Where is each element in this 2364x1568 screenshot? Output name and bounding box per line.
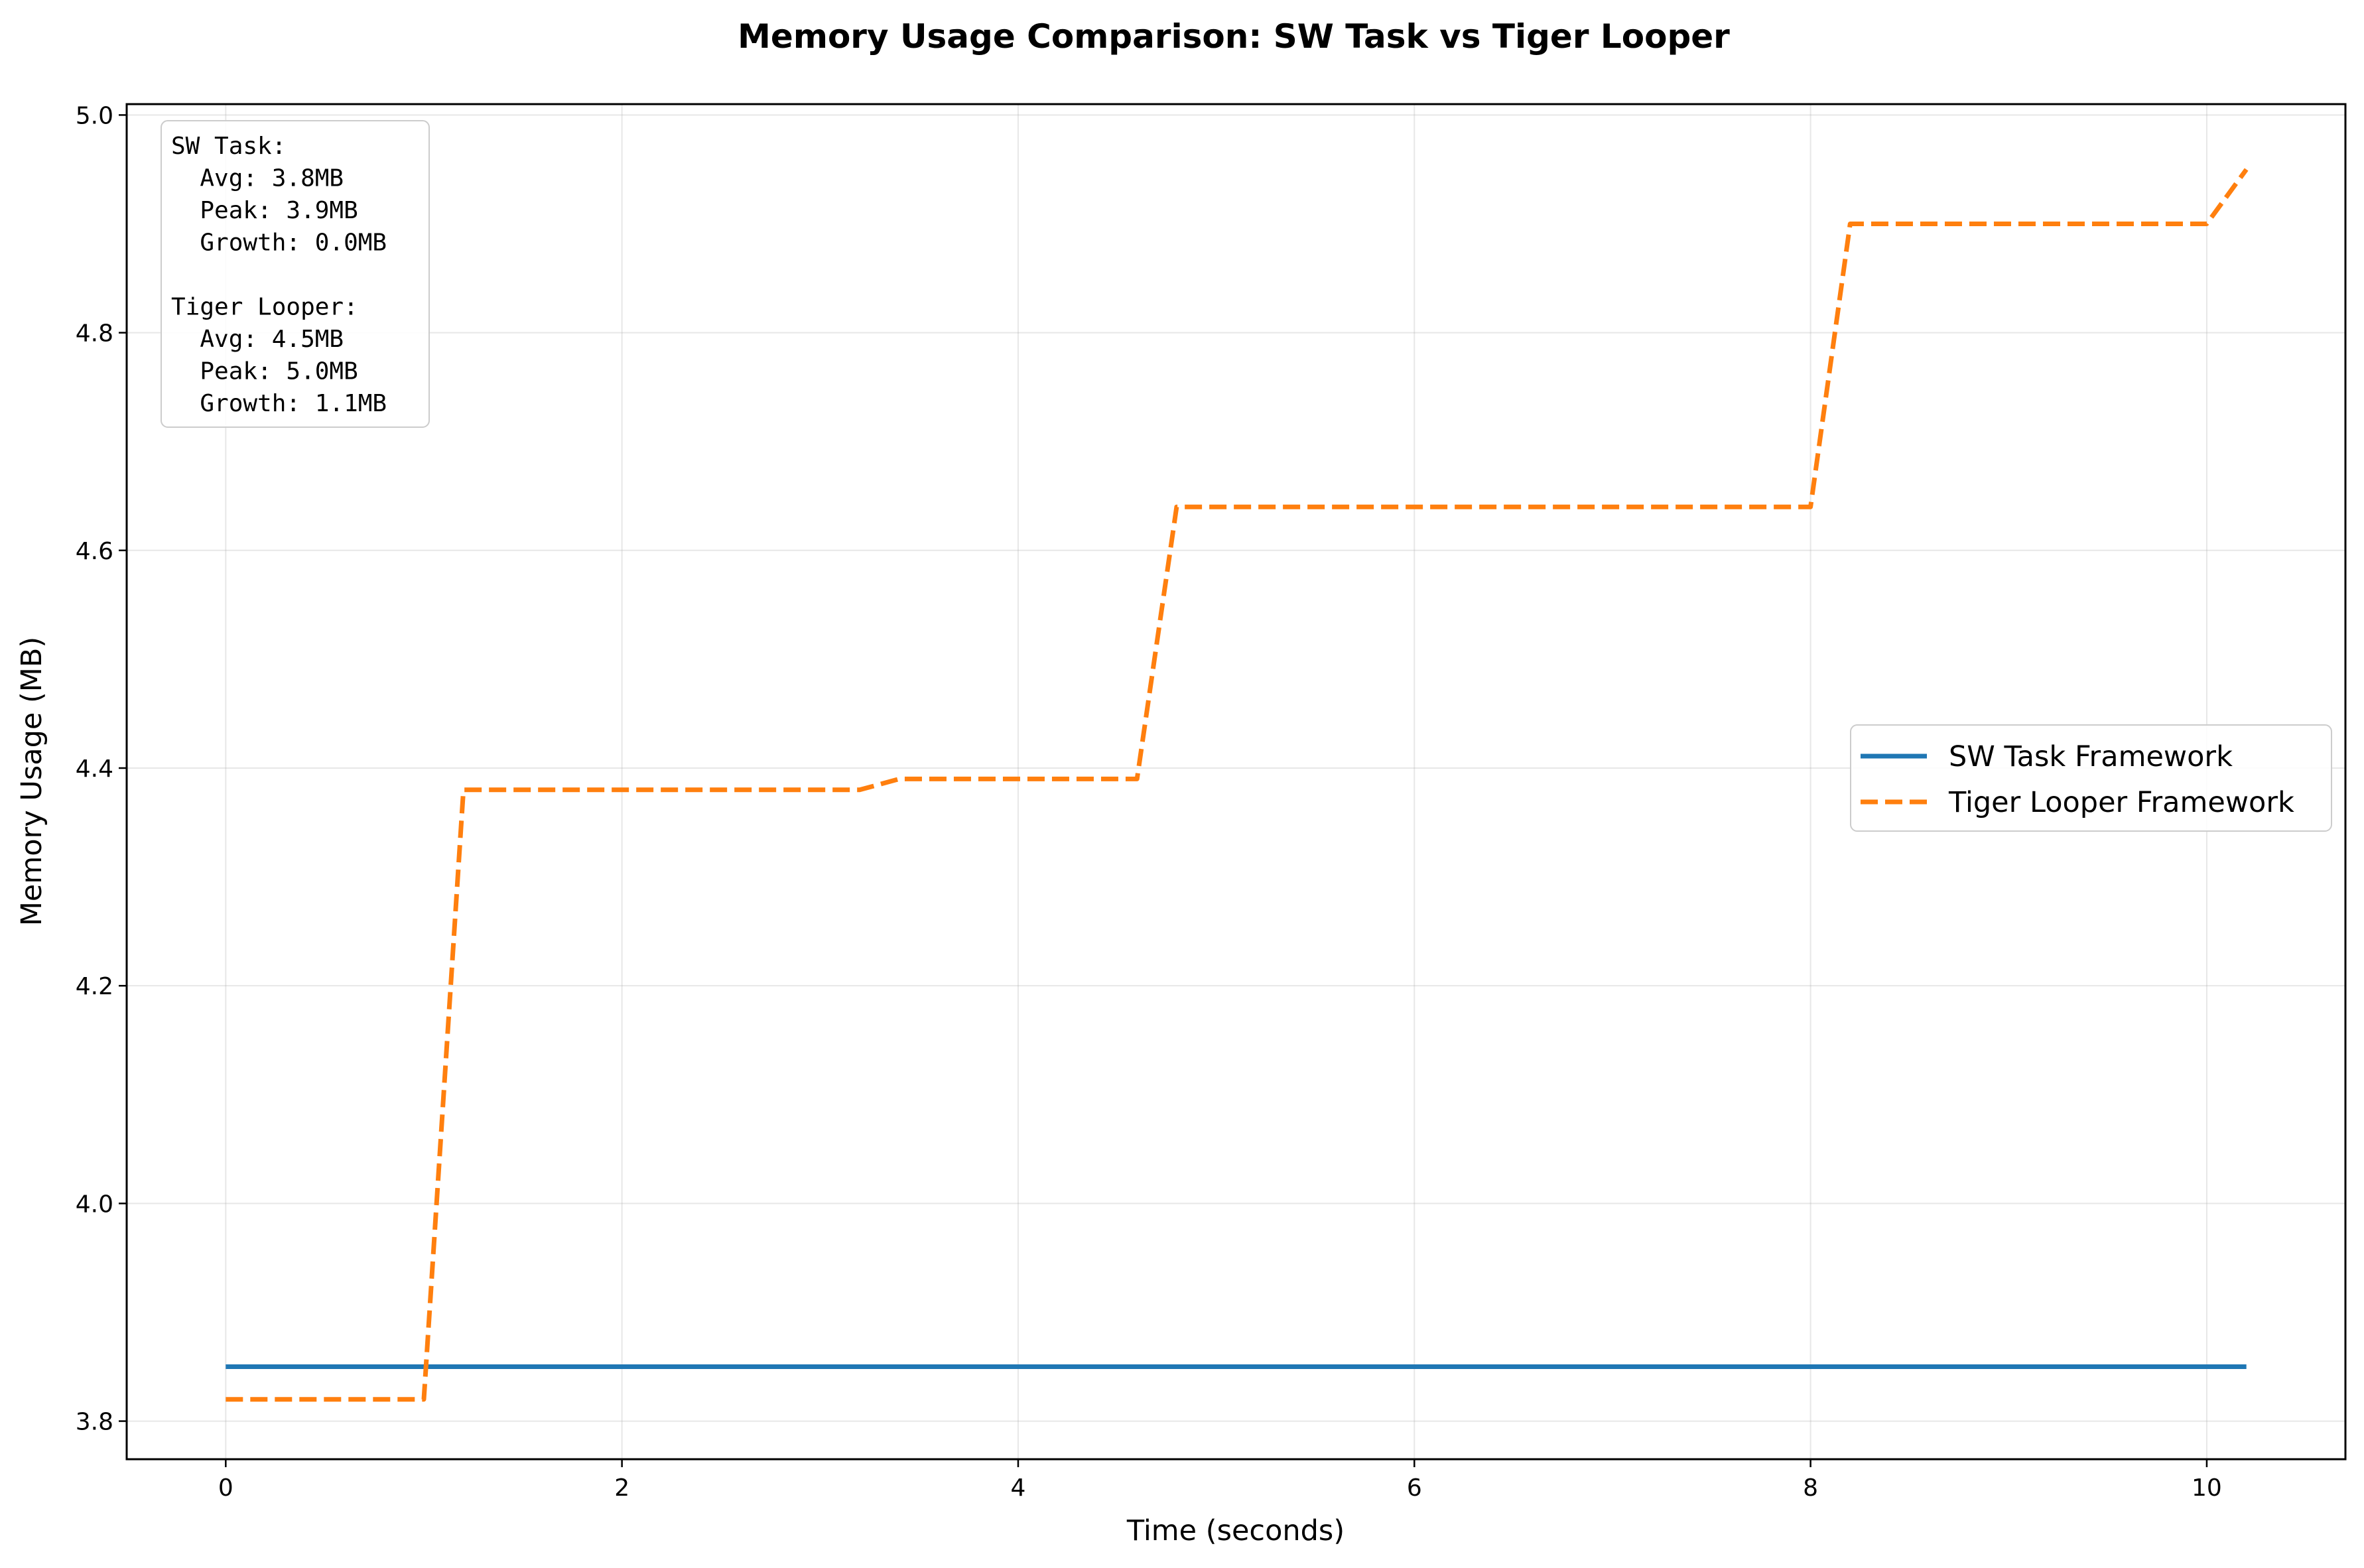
stats-box-frame [161, 120, 430, 428]
y-tick-label: 4.8 [76, 320, 113, 348]
y-tick-label: 4.4 [76, 755, 113, 783]
stats-line: Growth: 1.1MB [171, 390, 387, 417]
legend: SW Task Framework Tiger Looper Framework [1850, 724, 2332, 832]
legend-label: SW Task Framework [1949, 740, 2233, 773]
x-axis-label: Time (seconds) [1126, 1514, 1345, 1547]
x-tick-label: 2 [614, 1474, 629, 1502]
y-tick-label: 5.0 [76, 102, 113, 129]
y-tick-label: 4.6 [76, 538, 113, 565]
y-tick-label: 4.2 [76, 973, 113, 1000]
stats-line: Tiger Looper: [171, 294, 358, 321]
stats-line: Avg: 3.8MB [171, 165, 344, 192]
stats-line: Growth: 0.0MB [171, 229, 387, 257]
stats-line: Peak: 3.9MB [171, 197, 358, 224]
x-tick-label: 0 [218, 1474, 233, 1502]
x-tick-label: 10 [2192, 1474, 2222, 1502]
axis-ticks: 0 2 4 6 8 10 3.8 4.0 4.2 4.4 4.6 4.8 5.0 [76, 102, 2222, 1502]
legend-label: Tiger Looper Framework [1948, 786, 2294, 819]
chart-title: Memory Usage Comparison: SW Task vs Tige… [738, 17, 1730, 56]
stats-line: Avg: 4.5MB [171, 326, 344, 353]
x-tick-label: 8 [1803, 1474, 1818, 1502]
stats-line: Peak: 5.0MB [171, 358, 358, 385]
legend-frame [1850, 724, 2332, 832]
stats-line: SW Task: [171, 133, 286, 160]
y-tick-label: 4.0 [76, 1191, 113, 1218]
series-lines [226, 168, 2249, 1402]
stats-box: SW Task: Avg: 3.8MB Peak: 3.9MB Growth: … [161, 120, 430, 428]
series-line-tiger-looper [226, 168, 2249, 1402]
plot-area-frame [125, 103, 2347, 1461]
y-tick-label: 3.8 [76, 1409, 113, 1436]
x-tick-label: 6 [1407, 1474, 1422, 1502]
x-tick-label: 4 [1011, 1474, 1026, 1502]
y-axis-label: Memory Usage (MB) [15, 637, 48, 926]
